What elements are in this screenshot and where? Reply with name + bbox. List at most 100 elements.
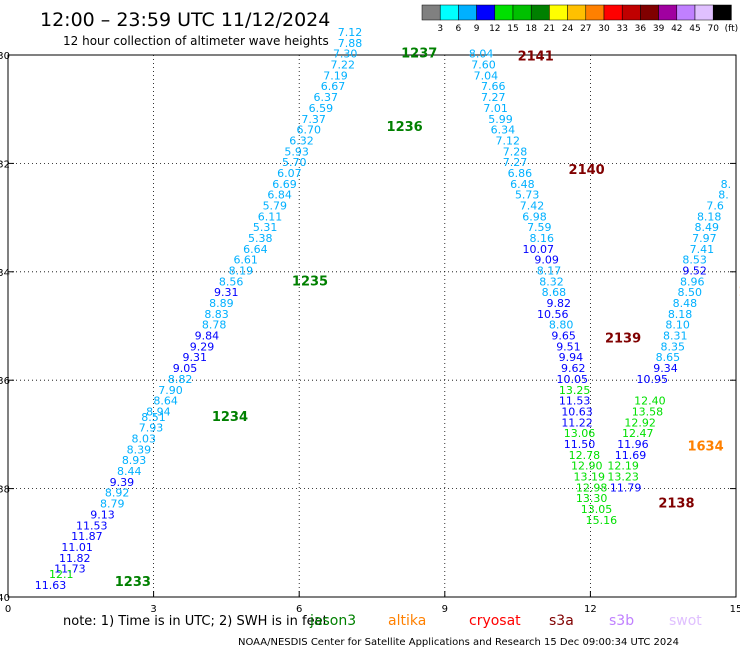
wave-height-point: 10.56	[537, 308, 569, 321]
wave-height-point: 11.73	[54, 563, 86, 576]
wave-height-point: 15.16	[586, 514, 618, 527]
colorbar-label: 30	[598, 24, 610, 34]
wave-height-point: 6.86	[508, 167, 533, 180]
wave-height-point: 6.34	[491, 124, 516, 137]
wave-height-point: 8.56	[219, 275, 244, 288]
wave-height-point: 7.93	[139, 422, 164, 435]
wave-height-point: 8.35	[661, 340, 686, 353]
wave-height-point: 11.01	[61, 541, 93, 554]
wave-height-point: 11.53	[76, 519, 108, 532]
track-2140: 2140	[569, 163, 605, 178]
wave-height-point: 6.98	[522, 210, 547, 223]
wave-height-point: 12.1	[49, 568, 74, 581]
colorbar-label: 3	[437, 24, 443, 34]
colorbar-swatch	[658, 4, 678, 21]
wave-height-point: 13.30	[576, 492, 608, 505]
wave-height-point: 8.82	[168, 373, 193, 386]
x-tick-label: 9	[442, 604, 448, 615]
track-1: 1	[738, 285, 740, 300]
colorbar-label: 33	[616, 24, 627, 34]
colorbar-swatch	[458, 4, 477, 21]
track-2138: 11.7913.2312.1911.6911.9612.4712.9213.58…	[607, 178, 731, 512]
wave-height-point: 6.07	[277, 167, 302, 180]
colorbar-swatch	[549, 4, 568, 21]
wave-height-point: 7.30	[333, 48, 358, 61]
track-1233: 11.6312.111.7311.8211.0111.8711.539.138.…	[35, 26, 363, 592]
wave-height-point: 8.64	[153, 395, 178, 408]
wave-height-point: 8.78	[202, 319, 227, 332]
wave-height-point: 8.10	[665, 319, 690, 332]
satellite-legend: jason3 altika cryosat s3a s3b swot	[309, 613, 702, 629]
wave-height-point: 9.84	[195, 330, 220, 343]
wave-height-point: 7.6	[706, 199, 724, 212]
colorbar-swatch	[603, 4, 623, 21]
pass-label: 2138	[658, 497, 694, 512]
track-2139: 2139	[605, 331, 641, 346]
plot-frame	[7, 54, 737, 598]
wave-height-point: 8.49	[695, 221, 720, 234]
satellite-s3a: s3a	[549, 613, 574, 629]
wave-height-point: 6.67	[321, 80, 346, 93]
colorbar-label: 9	[474, 24, 480, 34]
pass-label: 1235	[292, 274, 328, 289]
wave-height-point: 12.98	[576, 481, 608, 494]
colorbar-label: 24	[562, 24, 574, 34]
pass-label: 1234	[212, 410, 248, 425]
wave-height-point: 6.48	[510, 178, 535, 191]
colorbar-label: 45	[689, 24, 700, 34]
wave-height-point: 6.59	[309, 102, 334, 115]
colorbar-swatch	[712, 4, 732, 21]
wave-height-point: 8.83	[204, 308, 229, 321]
wave-height-point: 6.69	[272, 178, 297, 191]
wave-height-point: 11.82	[59, 552, 91, 565]
wave-height-point: 5.73	[515, 189, 540, 202]
wave-height-point: 7.27	[481, 91, 506, 104]
y-tick-label: -36	[0, 376, 10, 387]
wave-height-point: 11.96	[617, 438, 649, 451]
wave-height-point: 11.50	[564, 438, 596, 451]
colorbar-label: 12	[489, 24, 500, 34]
wave-height-point: 8.44	[117, 465, 142, 478]
wave-height-point: 8.	[718, 189, 729, 202]
wave-height-point: 12.90	[571, 460, 603, 473]
wave-height-point: 10.95	[637, 373, 669, 386]
plot-area: 03691215-30-32-34-36-38-4011.6312.111.73…	[0, 26, 740, 615]
wave-height-point: 7.88	[338, 37, 363, 50]
wave-height-point: 9.52	[682, 265, 707, 278]
wave-height-point: 6.61	[233, 254, 258, 267]
wave-height-point: 5.38	[248, 232, 273, 245]
y-tick-label: -34	[0, 268, 10, 279]
wave-height-point: 8.04	[469, 48, 494, 61]
wave-height-point: 8.92	[105, 487, 130, 500]
wave-height-point: 7.28	[503, 145, 528, 158]
wave-height-point: 6.37	[314, 91, 339, 104]
wave-height-point: 11.79	[610, 481, 642, 494]
x-tick-label: 0	[5, 604, 11, 615]
pass-label: 2141	[518, 49, 554, 64]
wave-height-point: 6.11	[258, 210, 283, 223]
wave-height-point: 8.51	[141, 411, 166, 424]
wave-height-point: 8.39	[127, 443, 152, 456]
wave-height-point: 12.47	[622, 427, 654, 440]
wave-height-point: 9.13	[90, 508, 115, 521]
wave-height-point: 9.29	[190, 340, 215, 353]
satellite-cryosat: cryosat	[469, 613, 521, 629]
wave-height-point: 8.50	[678, 286, 703, 299]
wave-height-point: 8.18	[697, 210, 722, 223]
colorbar-label: 36	[635, 24, 647, 34]
wave-height-point: 7.12	[338, 26, 363, 39]
wave-height-point: 8.	[721, 178, 732, 191]
wave-height-point: 7.59	[527, 221, 552, 234]
track-1237: 1237	[401, 47, 437, 62]
colorbar-swatch	[694, 4, 714, 21]
wave-height-point: 10.07	[523, 243, 555, 256]
colorbar-swatch	[512, 4, 532, 21]
colorbar-swatch	[676, 4, 696, 21]
wave-height-point: 9.62	[561, 362, 586, 375]
wave-height-point: 11.87	[71, 530, 103, 543]
note-text: note: 1) Time is in UTC; 2) SWH is in fe…	[63, 614, 328, 629]
colorbar-label: 39	[653, 24, 665, 34]
wave-height-point: 8.32	[539, 275, 564, 288]
wave-height-point: 8.79	[100, 498, 125, 511]
